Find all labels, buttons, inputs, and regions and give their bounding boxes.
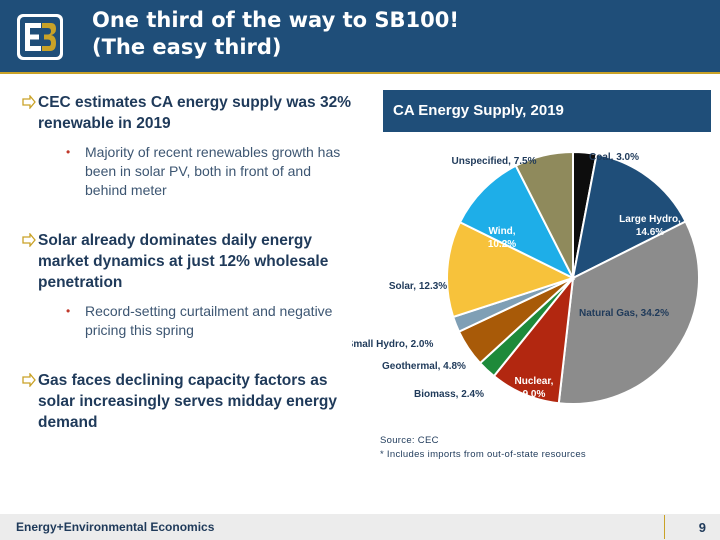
- footer-divider: [664, 515, 665, 539]
- pie-slice-solar: [446, 220, 576, 319]
- slice-label: Large Hydro, 14.6%: [619, 214, 681, 238]
- slice-label: Biomass, 2.4%: [414, 389, 484, 400]
- pie-slice-natural-gas: [557, 220, 700, 405]
- bullet-level1: Gas faces declining capacity factors as …: [22, 370, 362, 433]
- bullet-level1: CEC estimates CA energy supply was 32% r…: [22, 92, 362, 134]
- footer-bar: Energy+Environmental Economics: [0, 514, 720, 540]
- pie-slice-wind: [458, 164, 576, 281]
- title-line-2: (The easy third): [92, 35, 282, 59]
- bullet-arrow-icon: [22, 95, 36, 109]
- header-bar: One third of the way to SB100! (The easy…: [0, 0, 720, 72]
- source-note: Source: CEC * Includes imports from out-…: [380, 434, 586, 462]
- pie-slice-unspecified: [514, 150, 574, 279]
- bullet-text: Record-setting curtailment and negative …: [85, 303, 333, 338]
- pie-slice-large-hydro: [571, 153, 687, 280]
- slice-label: Wind, 10.2%: [488, 226, 516, 250]
- slice-label: Unspecified, 7.5%: [451, 156, 536, 167]
- bullet-level2: • Record-setting curtailment and negativ…: [66, 302, 356, 340]
- bullet-dot-icon: •: [66, 304, 71, 318]
- e3-logo-icon: [17, 14, 63, 60]
- title-line-1: One third of the way to SB100!: [92, 8, 459, 32]
- slice-label: Coal, 3.0%: [589, 152, 639, 163]
- slice-label: Solar, 12.3%: [389, 281, 447, 292]
- slice-label: Geothermal, 4.8%: [382, 361, 466, 372]
- header-divider: [0, 72, 720, 74]
- bullet-text: CEC estimates CA energy supply was 32% r…: [38, 94, 351, 132]
- chart-title-box: CA Energy Supply, 2019: [383, 90, 711, 132]
- pie-chart: Coal, 3.0% Large Hydro, 14.6% Natural Gas, …: [352, 150, 700, 405]
- slice-label: Nuclear, 9.0%: [515, 376, 554, 400]
- chart-title: CA Energy Supply, 2019: [393, 102, 564, 119]
- bullet-level2: • Majority of recent renewables growth h…: [66, 143, 356, 200]
- source-line: Source: CEC: [380, 435, 439, 446]
- bullet-text: Gas faces declining capacity factors as …: [38, 372, 337, 431]
- company-name: Energy+Environmental Economics: [16, 520, 215, 534]
- slice-label: Small Hydro, 2.0%: [352, 339, 433, 350]
- bullet-text: Solar already dominates daily energy mar…: [38, 232, 329, 291]
- slice-label: Natural Gas, 34.2%: [579, 308, 669, 319]
- footnote-line: * Includes imports from out-of-state res…: [380, 449, 586, 460]
- bullet-text: Majority of recent renewables growth has…: [85, 144, 341, 198]
- page-number: 9: [698, 520, 706, 535]
- slide-title: One third of the way to SB100! (The easy…: [92, 7, 692, 61]
- bullet-arrow-icon: [22, 233, 36, 247]
- bullet-arrow-icon: [22, 373, 36, 387]
- bullet-dot-icon: •: [66, 145, 71, 159]
- bullet-level1: Solar already dominates daily energy mar…: [22, 230, 362, 293]
